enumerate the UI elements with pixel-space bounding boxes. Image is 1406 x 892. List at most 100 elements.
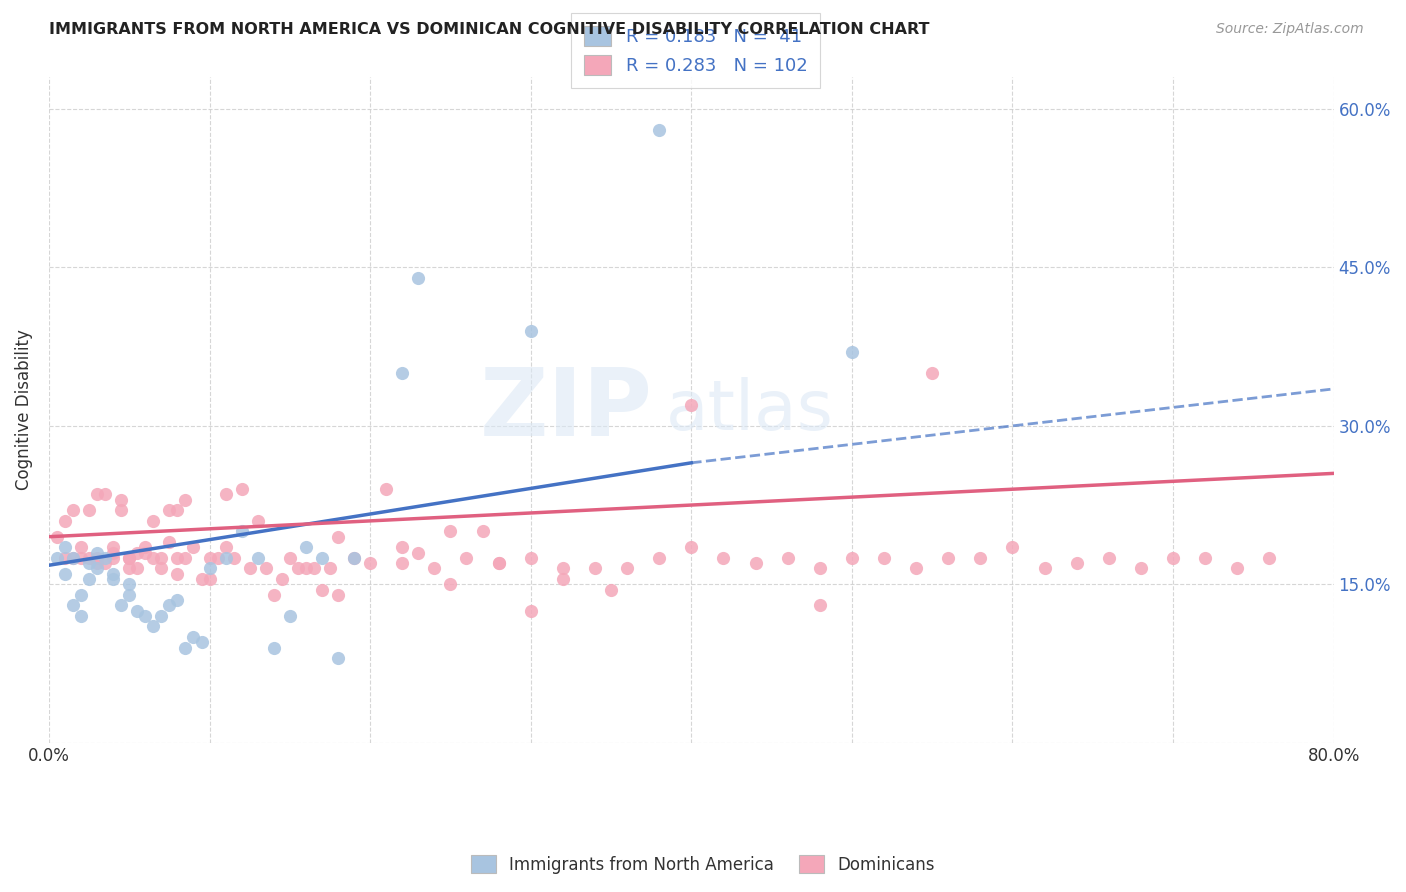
Point: [127, 545, 149, 559]
Point: [62, 503, 84, 517]
Point: [263, 588, 285, 602]
Point: [142, 514, 165, 528]
Point: [207, 550, 229, 565]
Y-axis label: Cognitive Disability: Cognitive Disability: [15, 329, 32, 491]
Point: [77, 572, 100, 586]
Point: [456, 550, 478, 565]
Point: [488, 556, 510, 570]
Point: [86, 550, 108, 565]
Point: [648, 123, 671, 137]
Point: [190, 572, 212, 586]
Point: [70, 588, 93, 602]
Point: [103, 550, 125, 565]
Point: [278, 608, 301, 623]
Point: [551, 561, 574, 575]
Point: [214, 487, 236, 501]
Point: [214, 541, 236, 555]
Point: [142, 619, 165, 633]
Point: [471, 524, 494, 539]
Point: [94, 487, 117, 501]
Point: [519, 604, 541, 618]
Point: [270, 572, 292, 586]
Point: [77, 550, 100, 565]
Point: [295, 541, 318, 555]
Point: [1258, 550, 1281, 565]
Point: [70, 608, 93, 623]
Text: atlas: atlas: [665, 376, 834, 443]
Point: [183, 630, 205, 644]
Point: [246, 550, 269, 565]
Point: [326, 588, 349, 602]
Point: [70, 550, 93, 565]
Point: [94, 550, 117, 565]
Point: [239, 561, 262, 575]
Point: [600, 582, 623, 597]
Text: ZIP: ZIP: [479, 364, 652, 456]
Point: [174, 492, 197, 507]
Point: [343, 550, 366, 565]
Point: [439, 577, 461, 591]
Point: [391, 366, 413, 380]
Point: [295, 561, 318, 575]
Point: [287, 561, 309, 575]
Point: [110, 599, 132, 613]
Point: [198, 561, 221, 575]
Point: [391, 556, 413, 570]
Point: [53, 566, 76, 581]
Point: [166, 503, 188, 517]
Point: [127, 604, 149, 618]
Point: [326, 530, 349, 544]
Point: [134, 608, 156, 623]
Point: [174, 640, 197, 655]
Point: [86, 487, 108, 501]
Point: [488, 556, 510, 570]
Point: [776, 550, 799, 565]
Point: [1033, 561, 1056, 575]
Text: IMMIGRANTS FROM NORTH AMERICA VS DOMINICAN COGNITIVE DISABILITY CORRELATION CHAR: IMMIGRANTS FROM NORTH AMERICA VS DOMINIC…: [49, 22, 929, 37]
Point: [873, 550, 896, 565]
Point: [969, 550, 991, 565]
Point: [583, 561, 606, 575]
Point: [551, 572, 574, 586]
Point: [127, 561, 149, 575]
Point: [408, 545, 430, 559]
Point: [519, 550, 541, 565]
Point: [103, 545, 125, 559]
Point: [439, 524, 461, 539]
Point: [423, 561, 446, 575]
Point: [231, 524, 253, 539]
Point: [70, 541, 93, 555]
Point: [157, 503, 180, 517]
Point: [183, 541, 205, 555]
Point: [157, 535, 180, 549]
Point: [53, 550, 76, 565]
Point: [198, 572, 221, 586]
Text: Source: ZipAtlas.com: Source: ZipAtlas.com: [1216, 22, 1364, 37]
Point: [62, 599, 84, 613]
Point: [118, 561, 141, 575]
Point: [1066, 556, 1088, 570]
Point: [359, 556, 381, 570]
Point: [343, 550, 366, 565]
Point: [936, 550, 959, 565]
Point: [110, 503, 132, 517]
Point: [118, 588, 141, 602]
Point: [103, 566, 125, 581]
Point: [53, 541, 76, 555]
Point: [174, 550, 197, 565]
Point: [841, 345, 863, 359]
Point: [86, 545, 108, 559]
Point: [157, 599, 180, 613]
Point: [713, 550, 735, 565]
Point: [681, 398, 703, 412]
Point: [77, 556, 100, 570]
Point: [150, 561, 173, 575]
Point: [1161, 550, 1184, 565]
Point: [841, 550, 863, 565]
Point: [744, 556, 766, 570]
Point: [1001, 541, 1024, 555]
Point: [118, 550, 141, 565]
Point: [246, 514, 269, 528]
Point: [326, 651, 349, 665]
Point: [222, 550, 245, 565]
